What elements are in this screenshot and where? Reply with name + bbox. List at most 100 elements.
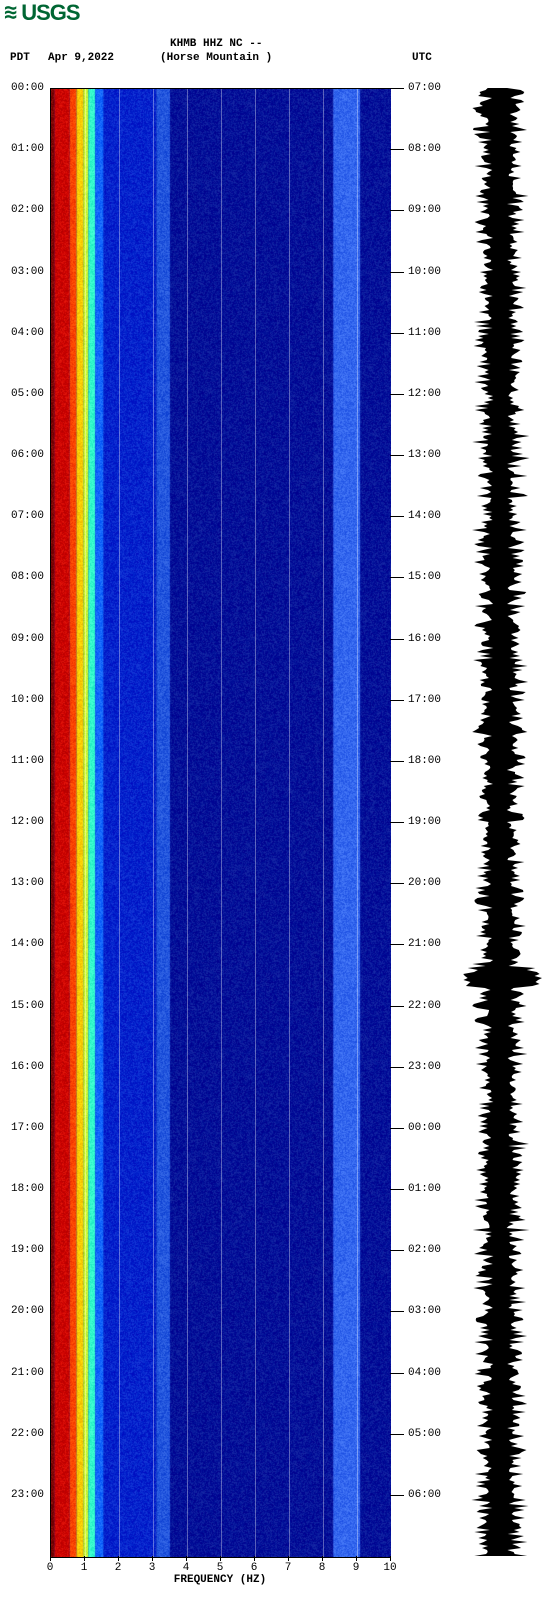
time-tick-right: 20:00 bbox=[408, 877, 441, 889]
time-tick-left: 20:00 bbox=[0, 1305, 44, 1317]
tick-mark-right bbox=[390, 88, 404, 89]
tick-mark-right bbox=[390, 944, 404, 945]
spectrogram-panel bbox=[50, 88, 391, 1558]
x-tick-label: 7 bbox=[285, 1562, 292, 1574]
time-tick-right: 16:00 bbox=[408, 633, 441, 645]
time-tick-left: 01:00 bbox=[0, 143, 44, 155]
time-tick-left: 21:00 bbox=[0, 1367, 44, 1379]
spec-gridline bbox=[187, 89, 188, 1557]
x-tick-label: 1 bbox=[81, 1562, 88, 1574]
spec-gridline bbox=[221, 89, 222, 1557]
tick-mark-right bbox=[390, 1189, 404, 1190]
x-tick-label: 2 bbox=[115, 1562, 122, 1574]
time-tick-left: 06:00 bbox=[0, 449, 44, 461]
tick-mark-right bbox=[390, 1067, 404, 1068]
spec-gridline bbox=[119, 89, 120, 1557]
x-tick-label: 6 bbox=[251, 1562, 258, 1574]
tz-right-label: UTC bbox=[412, 52, 432, 64]
time-tick-left: 16:00 bbox=[0, 1061, 44, 1073]
time-tick-left: 04:00 bbox=[0, 327, 44, 339]
time-tick-right: 10:00 bbox=[408, 266, 441, 278]
time-tick-right: 04:00 bbox=[408, 1367, 441, 1379]
tick-mark-right bbox=[390, 883, 404, 884]
spec-gridline bbox=[357, 89, 358, 1557]
tick-mark-right bbox=[390, 577, 404, 578]
time-tick-left: 22:00 bbox=[0, 1428, 44, 1440]
x-tick-label: 4 bbox=[183, 1562, 190, 1574]
spec-gridline bbox=[323, 89, 324, 1557]
x-tick-label: 10 bbox=[383, 1562, 396, 1574]
tick-mark-right bbox=[390, 394, 404, 395]
time-tick-right: 06:00 bbox=[408, 1489, 441, 1501]
time-tick-right: 15:00 bbox=[408, 571, 441, 583]
time-tick-right: 02:00 bbox=[408, 1244, 441, 1256]
usgs-logo: ≋ USGS bbox=[4, 0, 80, 26]
page: ≋ USGS PDT Apr 9,2022 KHMB HHZ NC -- (Ho… bbox=[0, 0, 552, 1613]
tz-left-label: PDT bbox=[10, 52, 30, 64]
x-tick-mark bbox=[186, 1556, 187, 1561]
time-tick-right: 14:00 bbox=[408, 510, 441, 522]
time-tick-right: 05:00 bbox=[408, 1428, 441, 1440]
usgs-wave-icon: ≋ bbox=[4, 0, 17, 26]
time-tick-right: 19:00 bbox=[408, 816, 441, 828]
x-axis-label: FREQUENCY (HZ) bbox=[50, 1574, 390, 1586]
spec-gridline bbox=[85, 89, 86, 1557]
x-tick-label: 5 bbox=[217, 1562, 224, 1574]
spec-gridline bbox=[289, 89, 290, 1557]
tick-mark-right bbox=[390, 1311, 404, 1312]
time-tick-right: 00:00 bbox=[408, 1122, 441, 1134]
x-tick-label: 3 bbox=[149, 1562, 156, 1574]
tick-mark-right bbox=[390, 1434, 404, 1435]
time-tick-right: 07:00 bbox=[408, 82, 441, 94]
tick-mark-right bbox=[390, 333, 404, 334]
time-tick-left: 05:00 bbox=[0, 388, 44, 400]
time-tick-left: 11:00 bbox=[0, 755, 44, 767]
tick-mark-right bbox=[390, 639, 404, 640]
time-tick-left: 10:00 bbox=[0, 694, 44, 706]
x-tick-mark bbox=[390, 1556, 391, 1561]
x-tick-mark bbox=[152, 1556, 153, 1561]
seismogram-trace bbox=[455, 88, 545, 1556]
tick-mark-right bbox=[390, 822, 404, 823]
time-tick-right: 17:00 bbox=[408, 694, 441, 706]
x-tick-mark bbox=[254, 1556, 255, 1561]
time-tick-left: 08:00 bbox=[0, 571, 44, 583]
x-tick-mark bbox=[50, 1556, 51, 1561]
x-tick-mark bbox=[220, 1556, 221, 1561]
time-tick-left: 09:00 bbox=[0, 633, 44, 645]
time-tick-right: 08:00 bbox=[408, 143, 441, 155]
time-tick-right: 23:00 bbox=[408, 1061, 441, 1073]
tick-mark-right bbox=[390, 1006, 404, 1007]
tick-mark-right bbox=[390, 1495, 404, 1496]
time-tick-left: 12:00 bbox=[0, 816, 44, 828]
time-tick-right: 12:00 bbox=[408, 388, 441, 400]
x-tick-mark bbox=[118, 1556, 119, 1561]
tick-mark-right bbox=[390, 700, 404, 701]
time-tick-left: 14:00 bbox=[0, 938, 44, 950]
station-label: KHMB HHZ NC -- bbox=[170, 38, 262, 50]
time-tick-left: 03:00 bbox=[0, 266, 44, 278]
tick-mark-right bbox=[390, 1128, 404, 1129]
time-tick-left: 23:00 bbox=[0, 1489, 44, 1501]
time-tick-left: 15:00 bbox=[0, 1000, 44, 1012]
tick-mark-right bbox=[390, 1373, 404, 1374]
x-tick-label: 9 bbox=[353, 1562, 360, 1574]
time-tick-right: 01:00 bbox=[408, 1183, 441, 1195]
x-tick-label: 0 bbox=[47, 1562, 54, 1574]
date-label: Apr 9,2022 bbox=[48, 52, 114, 64]
usgs-logo-text: USGS bbox=[21, 0, 79, 26]
time-tick-left: 07:00 bbox=[0, 510, 44, 522]
tick-mark-right bbox=[390, 149, 404, 150]
time-tick-left: 13:00 bbox=[0, 877, 44, 889]
x-tick-mark bbox=[356, 1556, 357, 1561]
time-tick-left: 19:00 bbox=[0, 1244, 44, 1256]
time-tick-right: 22:00 bbox=[408, 1000, 441, 1012]
seismogram-panel bbox=[455, 88, 545, 1556]
time-tick-right: 03:00 bbox=[408, 1305, 441, 1317]
spec-gridline bbox=[153, 89, 154, 1557]
x-tick-label: 8 bbox=[319, 1562, 326, 1574]
time-tick-right: 21:00 bbox=[408, 938, 441, 950]
time-tick-left: 00:00 bbox=[0, 82, 44, 94]
time-tick-right: 11:00 bbox=[408, 327, 441, 339]
tick-mark-right bbox=[390, 516, 404, 517]
